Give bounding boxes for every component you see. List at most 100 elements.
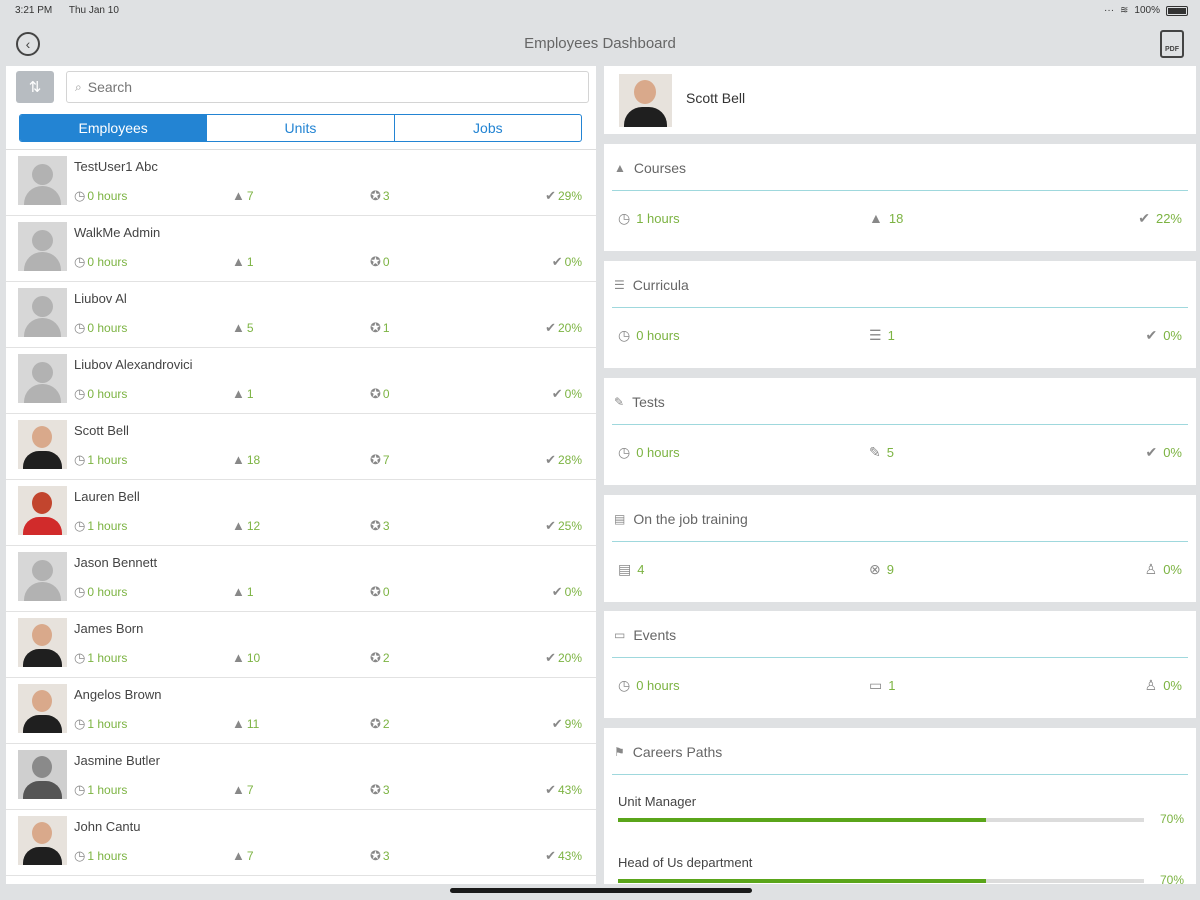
employee-row[interactable]: Jasmine Butler ◷ 1 hours ▲ 7 ✪ 3 ✔ 43% [6, 744, 596, 810]
employee-row[interactable]: Scott Bell ◷ 1 hours ▲ 18 ✪ 7 ✔ 28% [6, 414, 596, 480]
avatar [18, 816, 67, 865]
pdf-export-button[interactable]: PDF [1160, 30, 1184, 58]
pdf-icon: PDF [1165, 46, 1179, 53]
segment-units[interactable]: Units [207, 115, 395, 141]
employee-name: Liubov Al [74, 291, 127, 306]
avatar [18, 222, 67, 271]
section-stat-value: 0% [1163, 678, 1182, 693]
clock-icon: ◷ [618, 327, 631, 343]
sort-button[interactable]: ⇅ [16, 71, 54, 103]
segment-employees[interactable]: Employees [20, 115, 208, 141]
employee-hours: ◷ 0 hours [74, 320, 127, 336]
employee-progress: ✔ 0% [552, 386, 582, 402]
hours-value: 0 hours [87, 189, 128, 203]
employee-row[interactable]: Liubov Alexandrovici ◷ 0 hours ▲ 1 ✪ 0 ✔ 0% [6, 348, 596, 414]
section-stat-count: ⊗ 9 [869, 561, 894, 578]
section-stat-value: 1 [887, 328, 895, 343]
career-path-item[interactable]: Head of Us department 70% [618, 855, 1184, 884]
employee-row[interactable]: James Born ◷ 1 hours ▲ 10 ✪ 2 ✔ 20% [6, 612, 596, 678]
section-stat-progress: ✔ 0% [1145, 327, 1182, 344]
courses-icon: ▲ [232, 254, 245, 269]
progress-icon: ✔ [551, 716, 563, 731]
view-segmented-control: Employees Units Jobs [19, 114, 582, 142]
employee-row[interactable]: Jason Bennett ◷ 0 hours ▲ 1 ✪ 0 ✔ 0% [6, 546, 596, 612]
clock-icon: ◷ [618, 210, 631, 226]
courses-value: 11 [246, 716, 260, 731]
employee-row[interactable]: Liubov Al ◷ 0 hours ▲ 5 ✪ 1 ✔ 20% [6, 282, 596, 348]
employee-courses: ▲ 1 [232, 386, 254, 401]
curricula-icon: ☰ [614, 278, 625, 292]
career-progress-value: 70% [1159, 873, 1184, 884]
progress-icon: ✔ [545, 518, 556, 533]
employee-row[interactable]: WalkMe Admin ◷ 0 hours ▲ 1 ✪ 0 ✔ 0% [6, 216, 596, 282]
employee-certificates: ✪ 3 [370, 782, 390, 798]
sort-icon: ⇅ [28, 79, 42, 96]
employee-progress: ✔ 0% [552, 254, 582, 270]
employee-progress: ✔ 20% [545, 320, 582, 336]
certificate-icon: ✪ [370, 782, 381, 797]
employee-hours: ◷ 0 hours [74, 584, 127, 600]
hours-value: 1 hours [87, 453, 128, 467]
employee-row[interactable]: Lauren Bell ◷ 1 hours ▲ 12 ✪ 3 ✔ 25% [6, 480, 596, 546]
progress-icon: ✔ [551, 254, 563, 269]
search-input[interactable] [87, 79, 568, 95]
certificate-icon: ✪ [370, 386, 381, 401]
hours-value: 1 hours [87, 849, 128, 863]
status-right: ··· ≋ 100% [1104, 5, 1188, 16]
section-card-tests[interactable]: ✎ Tests ◷ 0 hours ✎ 5 ✔ 0% [604, 378, 1196, 485]
home-indicator[interactable] [450, 888, 752, 893]
list-toolbar: ⇅ ⌕ Employees Units Jobs [6, 66, 596, 150]
ojt-icon: ▤ [614, 512, 626, 526]
employee-name: WalkMe Admin [74, 225, 161, 240]
employee-certificates: ✪ 2 [370, 716, 390, 732]
courses-value: 7 [246, 782, 254, 797]
employee-hours: ◷ 0 hours [74, 386, 127, 402]
section-stat-value: 0 hours [636, 328, 680, 343]
search-icon: ⌕ [75, 79, 82, 94]
progress-value: 28% [557, 453, 582, 467]
courses-count-icon: ▲ [869, 210, 883, 226]
career-path-item[interactable]: Unit Manager 70% [618, 794, 1184, 826]
employee-hours: ◷ 1 hours [74, 452, 127, 468]
section-stat-value: 0% [1163, 328, 1182, 343]
section-card-courses[interactable]: ▲ Courses ◷ 1 hours ▲ 18 ✔ 22% [604, 144, 1196, 251]
employee-courses: ▲ 5 [232, 320, 254, 335]
certificate-icon: ✪ [370, 848, 381, 863]
section-stat-progress: ✔ 22% [1138, 210, 1182, 227]
navigation-bar: ‹ Employees Dashboard PDF [0, 22, 1200, 66]
employee-list: TestUser1 Abc ◷ 0 hours ▲ 7 ✪ 3 ✔ 29% WalkMe Admi… [6, 150, 596, 876]
progress-icon: ✔ [551, 386, 563, 401]
back-button[interactable]: ‹ [16, 32, 40, 56]
employee-name: John Cantu [74, 819, 141, 834]
segment-jobs[interactable]: Jobs [473, 120, 503, 136]
search-box[interactable]: ⌕ [66, 71, 589, 103]
employee-hours: ◷ 1 hours [74, 650, 127, 666]
avatar [18, 552, 67, 601]
employee-row[interactable]: John Cantu ◷ 1 hours ▲ 7 ✪ 3 ✔ 43% [6, 810, 596, 876]
employee-hours: ◷ 0 hours [74, 254, 127, 270]
progress-value: 29% [557, 189, 582, 203]
section-stat-value: 0 hours [636, 678, 680, 693]
section-stat-primary: ▤ 4 [618, 561, 644, 578]
avatar [18, 618, 67, 667]
section-card-ojt[interactable]: ▤ On the job training ▤ 4 ⊗ 9 ♙ 0% [604, 495, 1196, 602]
employee-certificates: ✪ 0 [370, 584, 390, 600]
section-stat-primary: ◷ 0 hours [618, 327, 680, 344]
section-title: Courses [633, 160, 687, 176]
employee-row[interactable]: TestUser1 Abc ◷ 0 hours ▲ 7 ✪ 3 ✔ 29% [6, 150, 596, 216]
employee-row[interactable]: Angelos Brown ◷ 1 hours ▲ 11 ✪ 2 ✔ 9% [6, 678, 596, 744]
courses-icon: ▲ [232, 386, 245, 401]
employee-certificates: ✪ 2 [370, 650, 390, 666]
courses-value: 7 [246, 188, 254, 203]
section-card-curricula[interactable]: ☰ Curricula ◷ 0 hours ☰ 1 ✔ 0% [604, 261, 1196, 368]
section-stat-progress: ♙ 0% [1145, 561, 1182, 578]
avatar [18, 486, 67, 535]
trainee-icon: ♙ [1144, 561, 1158, 577]
certificate-icon: ✪ [370, 650, 381, 665]
status-time: 3:21 PM [15, 5, 53, 16]
section-header: ▲ Courses [614, 160, 686, 176]
section-card-events[interactable]: ▭ Events ◷ 0 hours ▭ 1 ♙ 0% [604, 611, 1196, 718]
section-title: Curricula [632, 277, 689, 293]
calendar-icon: ▭ [869, 677, 883, 693]
hours-value: 0 hours [87, 321, 128, 335]
